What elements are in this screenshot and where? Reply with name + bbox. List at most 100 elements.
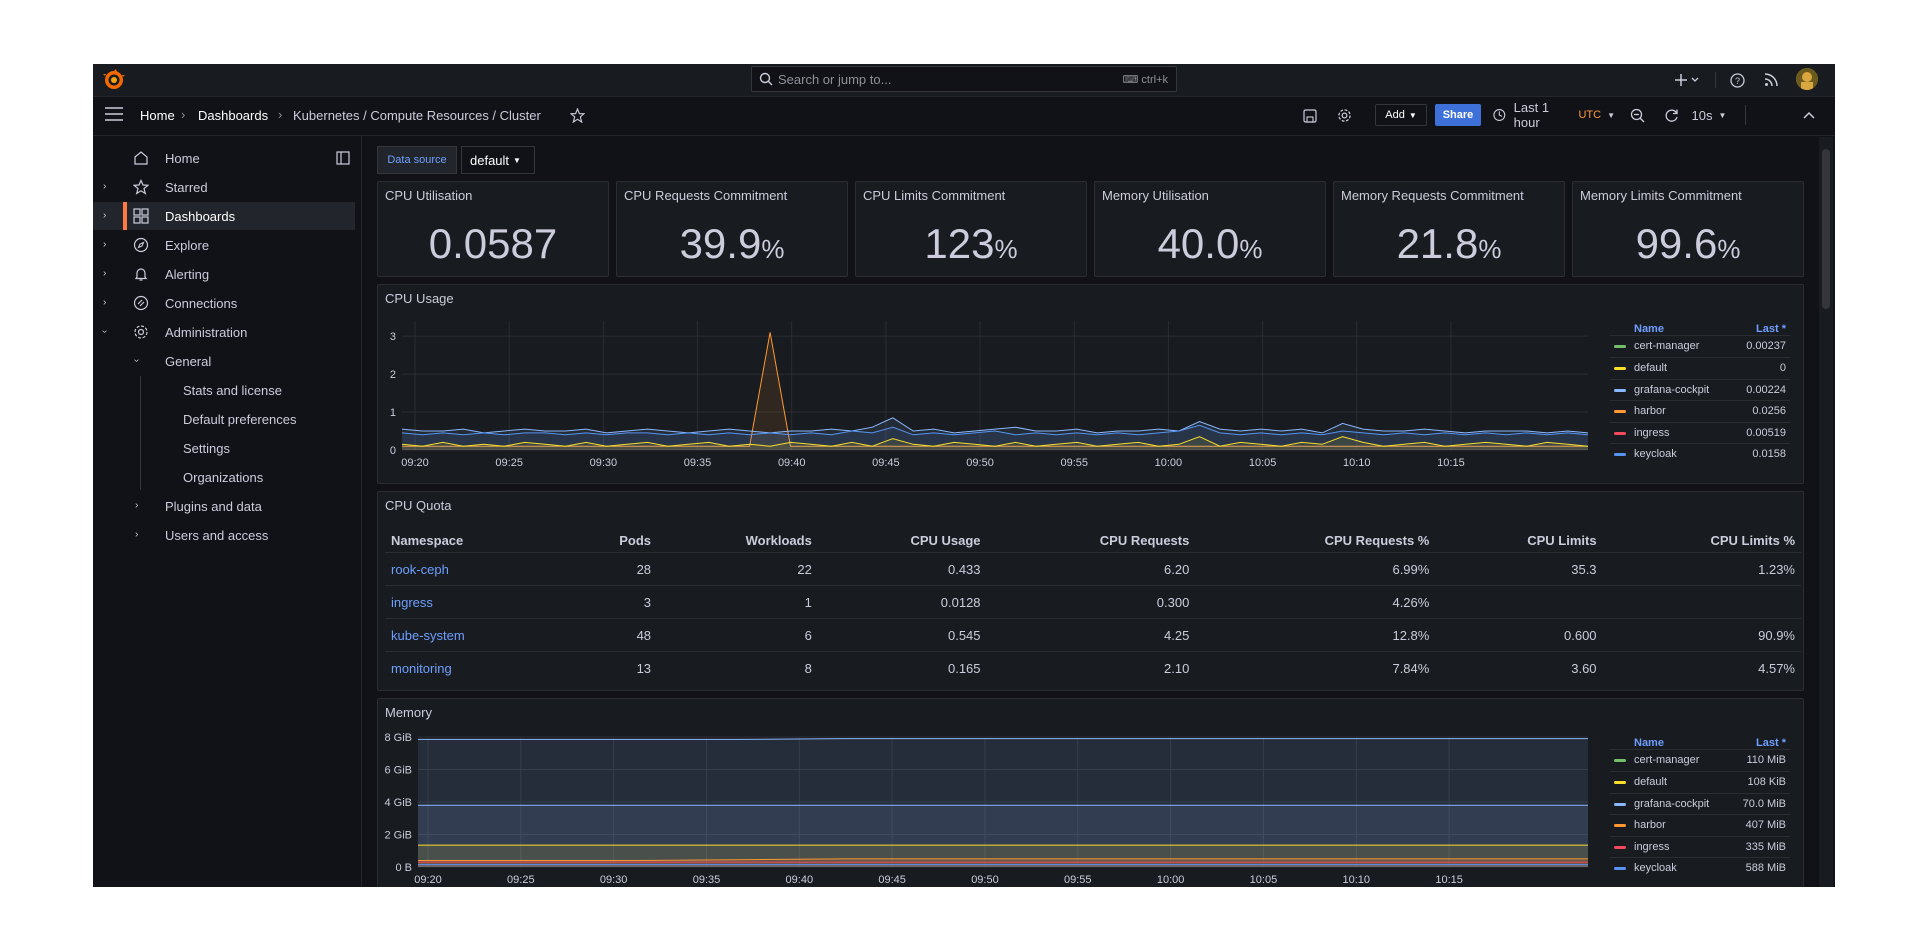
star-icon[interactable]: [570, 108, 585, 123]
column-header[interactable]: CPU Limits %: [1710, 532, 1795, 548]
panel-title: CPU Requests Commitment: [624, 188, 788, 203]
sidebar-item-settings[interactable]: Settings: [93, 434, 355, 462]
sidebar-item-plugins-and-data[interactable]: › Plugins and data: [93, 492, 355, 520]
refresh-icon[interactable]: [1664, 108, 1679, 123]
news-button[interactable]: [1761, 70, 1781, 90]
cpu-quota-panel[interactable]: CPU Quota Namespace Pods Workloads CPU U…: [377, 491, 1804, 691]
scrollbar[interactable]: [1819, 137, 1833, 887]
grafana-logo-icon[interactable]: [103, 69, 125, 91]
refresh-interval-picker[interactable]: 10s ▼: [1688, 104, 1730, 126]
sidebar-item-home[interactable]: Home: [93, 144, 355, 172]
panel-title: CPU Limits Commitment: [863, 188, 1006, 203]
column-header[interactable]: Pods: [619, 532, 652, 548]
stat-panel-memory-limits-commitment[interactable]: Memory Limits Commitment 99.6%: [1572, 181, 1804, 277]
column-header[interactable]: CPU Requests: [1099, 532, 1190, 548]
stat-panel-memory-requests-commitment[interactable]: Memory Requests Commitment 21.8%: [1333, 181, 1565, 277]
datasource-select[interactable]: default ▼: [461, 146, 535, 174]
legend-item[interactable]: keycloak 0.0158: [1610, 443, 1790, 465]
chevron-right-icon[interactable]: ›: [103, 297, 107, 308]
scrollbar-thumb[interactable]: [1822, 149, 1830, 309]
new-button[interactable]: [1673, 70, 1703, 90]
menu-icon[interactable]: [105, 107, 123, 121]
legend-item[interactable]: cert-manager 0.00237: [1610, 335, 1790, 357]
column-header[interactable]: CPU Usage: [910, 532, 981, 548]
rss-icon: [1764, 73, 1778, 87]
stat-panel-cpu-utilisation[interactable]: CPU Utilisation 0.0587: [377, 181, 609, 277]
legend-name-header[interactable]: Name: [1634, 323, 1664, 335]
table-cell: 48: [567, 618, 658, 652]
stat-value: 39.9%: [617, 220, 847, 268]
column-header[interactable]: CPU Requests %: [1324, 532, 1430, 548]
sidebar-item-label: Home: [165, 151, 200, 166]
sidebar-item-alerting[interactable]: › Alerting: [93, 260, 355, 288]
sidebar-item-dashboards[interactable]: › Dashboards: [93, 202, 355, 230]
stat-number: 21.8: [1396, 220, 1479, 267]
chevron-up-icon[interactable]: [1803, 111, 1815, 119]
legend-item[interactable]: default 108 KiB: [1610, 771, 1790, 793]
legend-item[interactable]: ingress 0.00519: [1610, 422, 1790, 444]
x-tick-label: 09:30: [590, 457, 618, 469]
save-icon[interactable]: [1303, 109, 1317, 123]
chevron-right-icon[interactable]: ›: [103, 239, 107, 250]
legend-name-header[interactable]: Name: [1634, 737, 1664, 749]
stat-panel-cpu-requests-commitment[interactable]: CPU Requests Commitment 39.9%: [616, 181, 848, 277]
chevron-down-icon[interactable]: ›: [131, 358, 143, 363]
breadcrumb-dashboards[interactable]: Dashboards: [198, 108, 269, 123]
legend-item[interactable]: keycloak 588 MiB: [1610, 857, 1790, 879]
legend-item[interactable]: cert-manager 110 MiB: [1610, 749, 1790, 771]
chevron-right-icon[interactable]: ›: [103, 210, 107, 221]
gear-icon[interactable]: [1337, 108, 1352, 123]
legend-item[interactable]: default 0: [1610, 357, 1790, 379]
legend-series-value: 335 MiB: [1745, 841, 1786, 853]
y-tick-label: 0 B: [395, 862, 412, 874]
cpu-usage-panel[interactable]: CPU Usage 0 1 2 3 09:20 09:25 09:30 09:35 09:40 0…: [377, 284, 1804, 484]
legend-item[interactable]: ingress 335 MiB: [1610, 836, 1790, 858]
namespace-link[interactable]: ingress: [385, 585, 567, 619]
sidebar-item-administration[interactable]: › Administration: [93, 318, 355, 346]
divider: [1745, 105, 1746, 125]
memory-panel[interactable]: Memory 0 B 2 GiB 4 GiB 6 GiB 8 GiB 09:20 09:25…: [377, 698, 1804, 887]
help-button[interactable]: ?: [1727, 70, 1747, 90]
breadcrumb-home[interactable]: Home: [140, 108, 175, 123]
namespace-link[interactable]: rook-ceph: [385, 552, 567, 586]
share-button[interactable]: Share: [1435, 104, 1481, 126]
namespace-link[interactable]: monitoring: [385, 651, 567, 684]
legend-item[interactable]: harbor 407 MiB: [1610, 814, 1790, 836]
legend-swatch: [1614, 432, 1626, 435]
legend-item[interactable]: harbor 0.0256: [1610, 400, 1790, 422]
table-cell: 4.25: [986, 618, 1196, 652]
chevron-right-icon[interactable]: ›: [135, 529, 139, 540]
legend-item[interactable]: grafana-cockpit 0.00224: [1610, 379, 1790, 401]
sidebar-item-organizations[interactable]: Organizations: [93, 463, 355, 491]
column-header[interactable]: CPU Limits: [1527, 532, 1597, 548]
column-header[interactable]: Workloads: [745, 532, 812, 548]
sidebar-item-users-and-access[interactable]: › Users and access: [93, 521, 355, 549]
zoom-out-icon[interactable]: [1630, 108, 1645, 123]
time-picker[interactable]: Last 1 hour UTC ▼: [1493, 100, 1615, 130]
table-cell: 6: [657, 618, 818, 652]
avatar[interactable]: [1796, 68, 1818, 90]
add-button[interactable]: Add ▼: [1375, 104, 1427, 126]
legend-swatch: [1614, 389, 1626, 392]
column-header[interactable]: Namespace: [391, 532, 464, 548]
chevron-down-icon[interactable]: ›: [99, 329, 111, 334]
legend-last-header[interactable]: Last *: [1756, 323, 1786, 335]
apps-icon: [133, 208, 149, 224]
sidebar-item-explore[interactable]: › Explore: [93, 231, 355, 259]
dock-menu-icon[interactable]: [336, 151, 350, 165]
stat-panel-memory-utilisation[interactable]: Memory Utilisation 40.0%: [1094, 181, 1326, 277]
chevron-right-icon[interactable]: ›: [103, 268, 107, 279]
legend-series-value: 0.00237: [1746, 340, 1786, 352]
sidebar-item-starred[interactable]: › Starred: [93, 173, 355, 201]
sidebar-item-general[interactable]: › General: [93, 347, 355, 375]
search-input[interactable]: Search or jump to... ⌨ ctrl+k: [751, 66, 1177, 92]
namespace-link[interactable]: kube-system: [385, 618, 567, 652]
sidebar-item-default-preferences[interactable]: Default preferences: [93, 405, 355, 433]
stat-panel-cpu-limits-commitment[interactable]: CPU Limits Commitment 123%: [855, 181, 1087, 277]
sidebar-item-stats-and-license[interactable]: Stats and license: [93, 376, 355, 404]
legend-last-header[interactable]: Last *: [1756, 737, 1786, 749]
chevron-right-icon[interactable]: ›: [103, 181, 107, 192]
chevron-right-icon[interactable]: ›: [135, 500, 139, 511]
legend-item[interactable]: grafana-cockpit 70.0 MiB: [1610, 793, 1790, 815]
sidebar-item-connections[interactable]: › Connections: [93, 289, 355, 317]
